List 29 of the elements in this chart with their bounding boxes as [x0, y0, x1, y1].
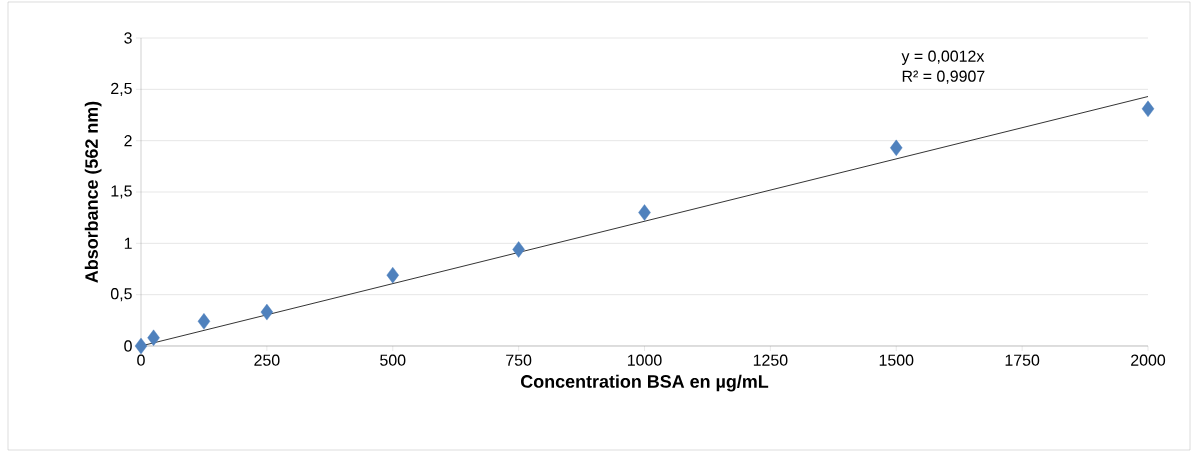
y-tick-label: 2 — [124, 135, 132, 147]
x-tick-label: 1000 — [627, 354, 662, 366]
point — [134, 337, 148, 355]
y-tick-label: 1,5 — [111, 185, 132, 199]
x-tick-label: 250 — [254, 354, 280, 366]
y-tick-label: 2,5 — [111, 82, 132, 96]
x-tick-label: 1500 — [879, 354, 914, 366]
point — [1141, 100, 1155, 118]
y-axis-title: Absorbance (562 nm) — [84, 101, 102, 283]
y-tick-label: 1 — [124, 237, 132, 249]
y-tick-label: 3 — [124, 32, 132, 44]
annotation: y = 0,0012x — [901, 50, 985, 65]
point — [512, 241, 525, 258]
point — [260, 303, 274, 321]
x-tick-label: 2000 — [1131, 354, 1166, 366]
point — [147, 329, 160, 346]
y-tick-label: 0,5 — [110, 288, 132, 302]
annotation: R² = 0,9907 — [902, 70, 985, 84]
point — [197, 313, 211, 330]
point — [386, 266, 399, 284]
x-tick-label: 0 — [137, 354, 145, 366]
x-axis-title: Concentration BSA en µg/mL — [521, 374, 769, 392]
x-tick-label: 1750 — [1005, 354, 1040, 366]
y-tick-label: 0 — [124, 340, 132, 352]
x-tick-label: 1250 — [753, 354, 788, 366]
x-tick-label: 500 — [380, 354, 406, 366]
point — [890, 139, 903, 157]
point — [638, 204, 651, 221]
x-tick-label: 750 — [506, 354, 532, 366]
